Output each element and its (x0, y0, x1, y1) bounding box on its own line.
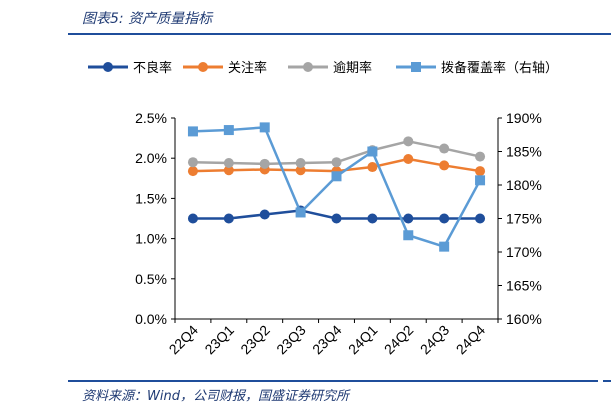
data-point (295, 165, 306, 176)
series-拨备覆盖率右轴 (187, 122, 486, 252)
legend-marker (198, 62, 208, 72)
data-point (403, 230, 414, 241)
legend-item-拨备覆盖率右轴: 拨备覆盖率（右轴） (396, 60, 558, 76)
data-point (475, 175, 486, 186)
data-point (403, 136, 414, 147)
asset-quality-chart: 不良率 关注率 逾期率 拨备覆盖率（右轴） 0.0% 0.5% 1.0% 1.5% 2.0% 2… (88, 60, 558, 357)
y-left-tick-label: 0.5% (135, 271, 167, 287)
x-tick-label: 23Q2 (237, 322, 273, 358)
data-point (403, 154, 414, 165)
data-point (475, 213, 486, 224)
figure-title: 图表5: 资产质量指标 (82, 11, 213, 27)
data-point (259, 209, 270, 220)
x-tick-label: 24Q4 (453, 322, 489, 358)
y-left-tick-label: 0.0% (135, 311, 167, 327)
data-point (187, 157, 198, 168)
legend-marker (303, 62, 313, 72)
series-不良率 (187, 205, 486, 224)
data-point (367, 162, 378, 173)
data-point (223, 125, 234, 136)
y-left-tick-label: 2.0% (135, 150, 167, 166)
y-right-tick-label: 170% (506, 244, 542, 260)
data-point (223, 165, 234, 176)
series-layer (187, 122, 486, 252)
data-point (295, 158, 306, 169)
x-tick-label: 23Q4 (309, 322, 345, 358)
data-point (439, 143, 450, 154)
footer-divider (68, 380, 598, 382)
legend-item-关注率: 关注率 (183, 60, 267, 76)
legend-item-逾期率: 逾期率 (288, 60, 372, 76)
header-divider (68, 33, 611, 35)
data-point (475, 166, 486, 177)
data-point (259, 158, 270, 169)
data-point (223, 158, 234, 169)
y-left-tick-label: 2.5% (135, 110, 167, 126)
data-point (403, 213, 414, 224)
y-right-tick-label: 190% (506, 110, 542, 126)
legend-label: 关注率 (228, 60, 267, 76)
data-point (331, 171, 342, 182)
data-point (259, 122, 270, 133)
source-note: 资料来源：Wind，公司财报，国盛证券研究所 (82, 389, 349, 404)
data-point (367, 213, 378, 224)
x-tick-label: 23Q3 (273, 322, 309, 358)
x-tick-label: 24Q3 (417, 322, 453, 358)
legend-item-不良率: 不良率 (88, 60, 172, 76)
data-point (367, 146, 378, 157)
axes: 0.0% 0.5% 1.0% 1.5% 2.0% 2.5% 160% 165% 170% 175%… (135, 110, 542, 357)
legend-marker (411, 62, 421, 72)
data-point (439, 213, 450, 224)
y-right-tick-label: 165% (506, 278, 542, 294)
legend-marker (103, 62, 113, 72)
legend: 不良率 关注率 逾期率 拨备覆盖率（右轴） (88, 60, 558, 76)
legend-label: 拨备覆盖率（右轴） (441, 60, 558, 76)
data-point (331, 213, 342, 224)
y-right-tick-label: 180% (506, 177, 542, 193)
data-point (223, 213, 234, 224)
y-right-tick-label: 185% (506, 144, 542, 160)
data-point (187, 213, 198, 224)
data-point (187, 166, 198, 177)
data-point (439, 241, 450, 252)
footer-divider-end (603, 380, 611, 382)
x-tick-label: 22Q4 (166, 322, 202, 358)
data-point (439, 160, 450, 171)
series-逾期率 (187, 136, 486, 169)
x-tick-label: 24Q2 (381, 322, 417, 358)
y-right-tick-label: 160% (506, 311, 542, 327)
data-point (475, 151, 486, 162)
data-point (295, 207, 306, 218)
legend-label: 逾期率 (333, 60, 372, 76)
x-tick-label: 23Q1 (201, 322, 237, 358)
x-tick-label: 24Q1 (345, 322, 381, 358)
y-left-tick-label: 1.0% (135, 231, 167, 247)
y-right-tick-label: 175% (506, 211, 542, 227)
y-left-tick-label: 1.5% (135, 190, 167, 206)
data-point (331, 157, 342, 168)
series-line (192, 126, 482, 248)
data-point (187, 126, 198, 137)
legend-label: 不良率 (133, 60, 172, 76)
